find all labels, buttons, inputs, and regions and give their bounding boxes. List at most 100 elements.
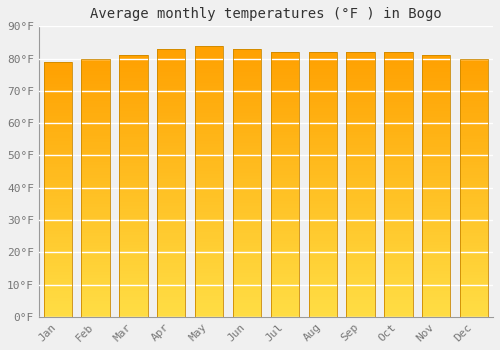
Bar [384, 132, 412, 135]
Bar [195, 144, 224, 147]
Bar [233, 86, 261, 89]
Bar [82, 217, 110, 220]
Bar [157, 116, 186, 119]
Bar [44, 285, 72, 288]
Bar [195, 83, 224, 86]
Bar [195, 158, 224, 161]
Bar [346, 241, 375, 244]
Bar [233, 99, 261, 103]
Bar [157, 273, 186, 276]
Bar [422, 199, 450, 202]
Bar [44, 212, 72, 215]
Bar [308, 168, 337, 171]
Bar [157, 169, 186, 173]
Bar [422, 55, 450, 58]
Bar [346, 231, 375, 234]
Bar [422, 160, 450, 163]
Bar [308, 138, 337, 141]
Bar [119, 290, 148, 294]
Bar [119, 91, 148, 95]
Bar [233, 307, 261, 310]
Bar [346, 72, 375, 75]
Bar [308, 78, 337, 82]
Bar [44, 170, 72, 173]
Bar [233, 109, 261, 112]
Bar [157, 109, 186, 112]
Bar [270, 267, 299, 271]
Bar [157, 146, 186, 149]
Bar [233, 233, 261, 237]
Bar [82, 204, 110, 207]
Bar [346, 95, 375, 98]
Bar [308, 59, 337, 62]
Bar [346, 287, 375, 290]
Bar [195, 218, 224, 222]
Bar [157, 56, 186, 59]
Bar [233, 223, 261, 226]
Bar [233, 206, 261, 210]
Bar [384, 244, 412, 247]
Bar [233, 129, 261, 133]
Bar [308, 228, 337, 231]
Bar [44, 234, 72, 237]
Bar [233, 260, 261, 263]
Bar [44, 307, 72, 310]
Bar [157, 196, 186, 200]
Bar [460, 65, 488, 68]
Bar [82, 65, 110, 68]
Bar [422, 300, 450, 304]
Bar [308, 208, 337, 211]
Bar [460, 113, 488, 117]
Bar [308, 118, 337, 121]
Bar [346, 102, 375, 105]
Bar [157, 49, 186, 317]
Bar [384, 72, 412, 75]
Bar [44, 294, 72, 298]
Bar [233, 149, 261, 153]
Bar [270, 132, 299, 135]
Bar [119, 94, 148, 98]
Bar [157, 65, 186, 69]
Bar [308, 284, 337, 287]
Bar [422, 310, 450, 314]
Bar [195, 256, 224, 259]
Bar [308, 218, 337, 221]
Bar [233, 283, 261, 287]
Bar [308, 65, 337, 69]
Bar [308, 178, 337, 181]
Bar [346, 112, 375, 115]
Bar [157, 253, 186, 257]
Bar [422, 281, 450, 284]
Bar [308, 251, 337, 254]
Bar [82, 78, 110, 81]
Bar [346, 284, 375, 287]
Bar [270, 271, 299, 274]
Bar [384, 55, 412, 59]
Bar [82, 307, 110, 310]
Bar [119, 127, 148, 131]
Bar [233, 56, 261, 59]
Bar [157, 149, 186, 153]
Bar [384, 257, 412, 260]
Bar [195, 107, 224, 110]
Bar [460, 294, 488, 297]
Bar [460, 181, 488, 184]
Bar [384, 181, 412, 184]
Bar [384, 125, 412, 128]
Bar [157, 260, 186, 263]
Bar [44, 244, 72, 247]
Bar [44, 129, 72, 132]
Bar [384, 175, 412, 178]
Bar [270, 307, 299, 310]
Bar [384, 260, 412, 264]
Bar [82, 88, 110, 91]
Bar [233, 176, 261, 180]
Bar [460, 136, 488, 139]
Bar [270, 280, 299, 284]
Bar [384, 211, 412, 214]
Bar [82, 233, 110, 236]
Bar [422, 294, 450, 297]
Bar [460, 159, 488, 162]
Bar [422, 314, 450, 317]
Bar [346, 244, 375, 247]
